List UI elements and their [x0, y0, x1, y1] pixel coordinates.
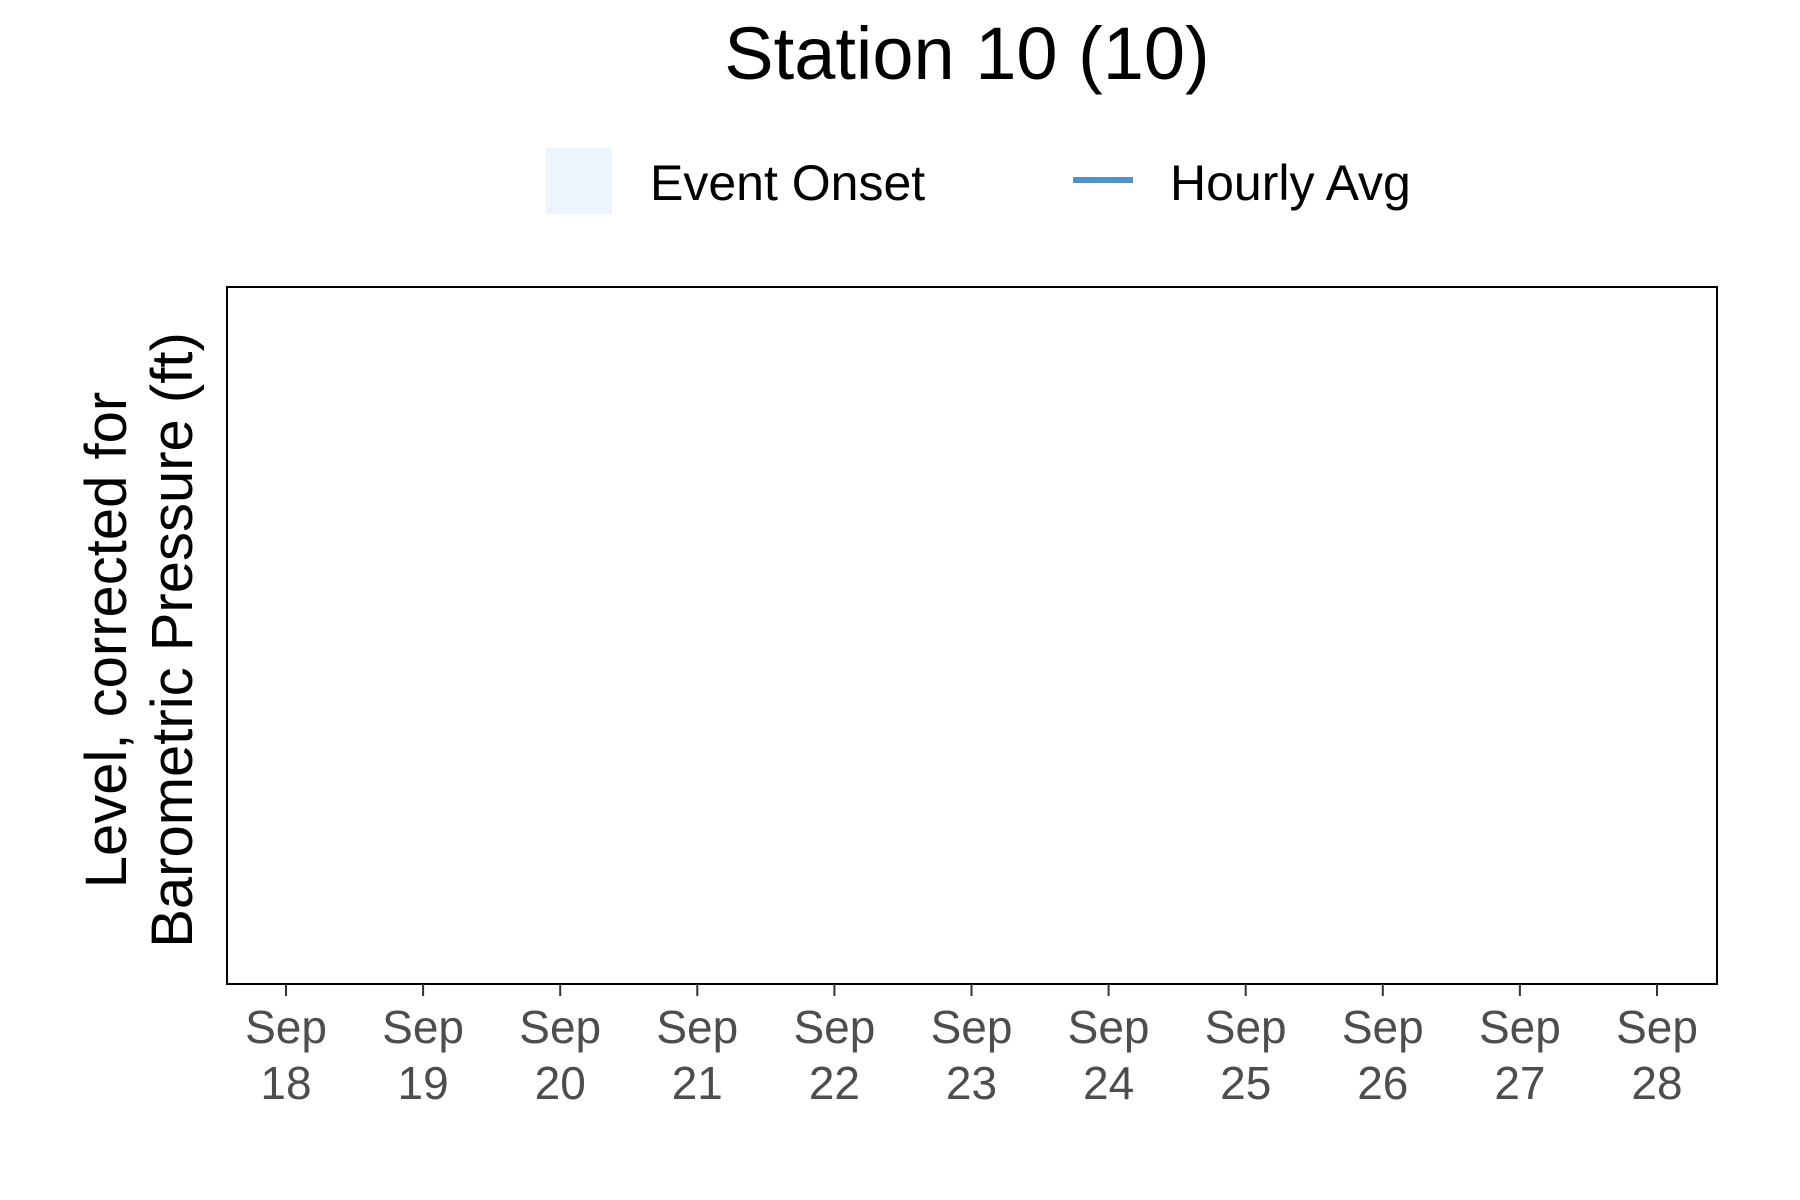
legend: Event Onset Hourly Avg [546, 148, 1411, 214]
x-tick-label: Sep 28 [1616, 1001, 1698, 1109]
x-tick-label-month: Sep [793, 1001, 875, 1053]
chart-title: Station 10 (10) [724, 12, 1209, 95]
x-tick-label-month: Sep [519, 1001, 601, 1053]
x-tick-label-day: 23 [946, 1057, 997, 1109]
x-tick-label: Sep 21 [656, 1001, 738, 1109]
x-tick-label: Sep 26 [1342, 1001, 1424, 1109]
x-tick-label-month: Sep [931, 1001, 1013, 1053]
legend-event-onset-swatch [546, 148, 612, 214]
y-axis-label-line-2: Barometric Pressure (ft) [140, 332, 205, 948]
x-tick-label: Sep 24 [1068, 1001, 1150, 1109]
x-tick-label-day: 20 [535, 1057, 586, 1109]
x-tick-label-day: 21 [672, 1057, 723, 1109]
x-tick-label-day: 26 [1357, 1057, 1408, 1109]
x-tick-label-month: Sep [1068, 1001, 1150, 1053]
y-axis-label: Level, corrected for Barometric Pressure… [74, 332, 205, 948]
x-tick-label-month: Sep [382, 1001, 464, 1053]
x-tick-label-day: 19 [398, 1057, 449, 1109]
x-tick-label-month: Sep [245, 1001, 327, 1053]
x-tick-label: Sep 20 [519, 1001, 601, 1109]
plot-panel [226, 286, 1718, 985]
x-tick-label-month: Sep [1616, 1001, 1698, 1053]
x-tick-label: Sep 19 [382, 1001, 464, 1109]
y-axis-label-line-1: Level, corrected for [74, 392, 139, 888]
x-tick-label: Sep 27 [1479, 1001, 1561, 1109]
x-tick-label: Sep 22 [793, 1001, 875, 1109]
legend-event-onset-label: Event Onset [650, 155, 925, 211]
x-tick-label-month: Sep [1205, 1001, 1287, 1053]
x-tick-label-day: 27 [1494, 1057, 1545, 1109]
x-tick-label-month: Sep [656, 1001, 738, 1053]
x-tick-label-day: 22 [809, 1057, 860, 1109]
x-tick-label: Sep 23 [931, 1001, 1013, 1109]
x-tick-label: Sep 18 [245, 1001, 327, 1109]
x-tick-label-month: Sep [1342, 1001, 1424, 1053]
x-tick-label-day: 28 [1631, 1057, 1682, 1109]
legend-hourly-avg-label: Hourly Avg [1170, 155, 1411, 211]
x-tick-label-day: 18 [260, 1057, 311, 1109]
x-tick-label-day: 25 [1220, 1057, 1271, 1109]
x-tick-label-day: 24 [1083, 1057, 1134, 1109]
x-tick-label-month: Sep [1479, 1001, 1561, 1053]
x-tick-label: Sep 25 [1205, 1001, 1287, 1109]
